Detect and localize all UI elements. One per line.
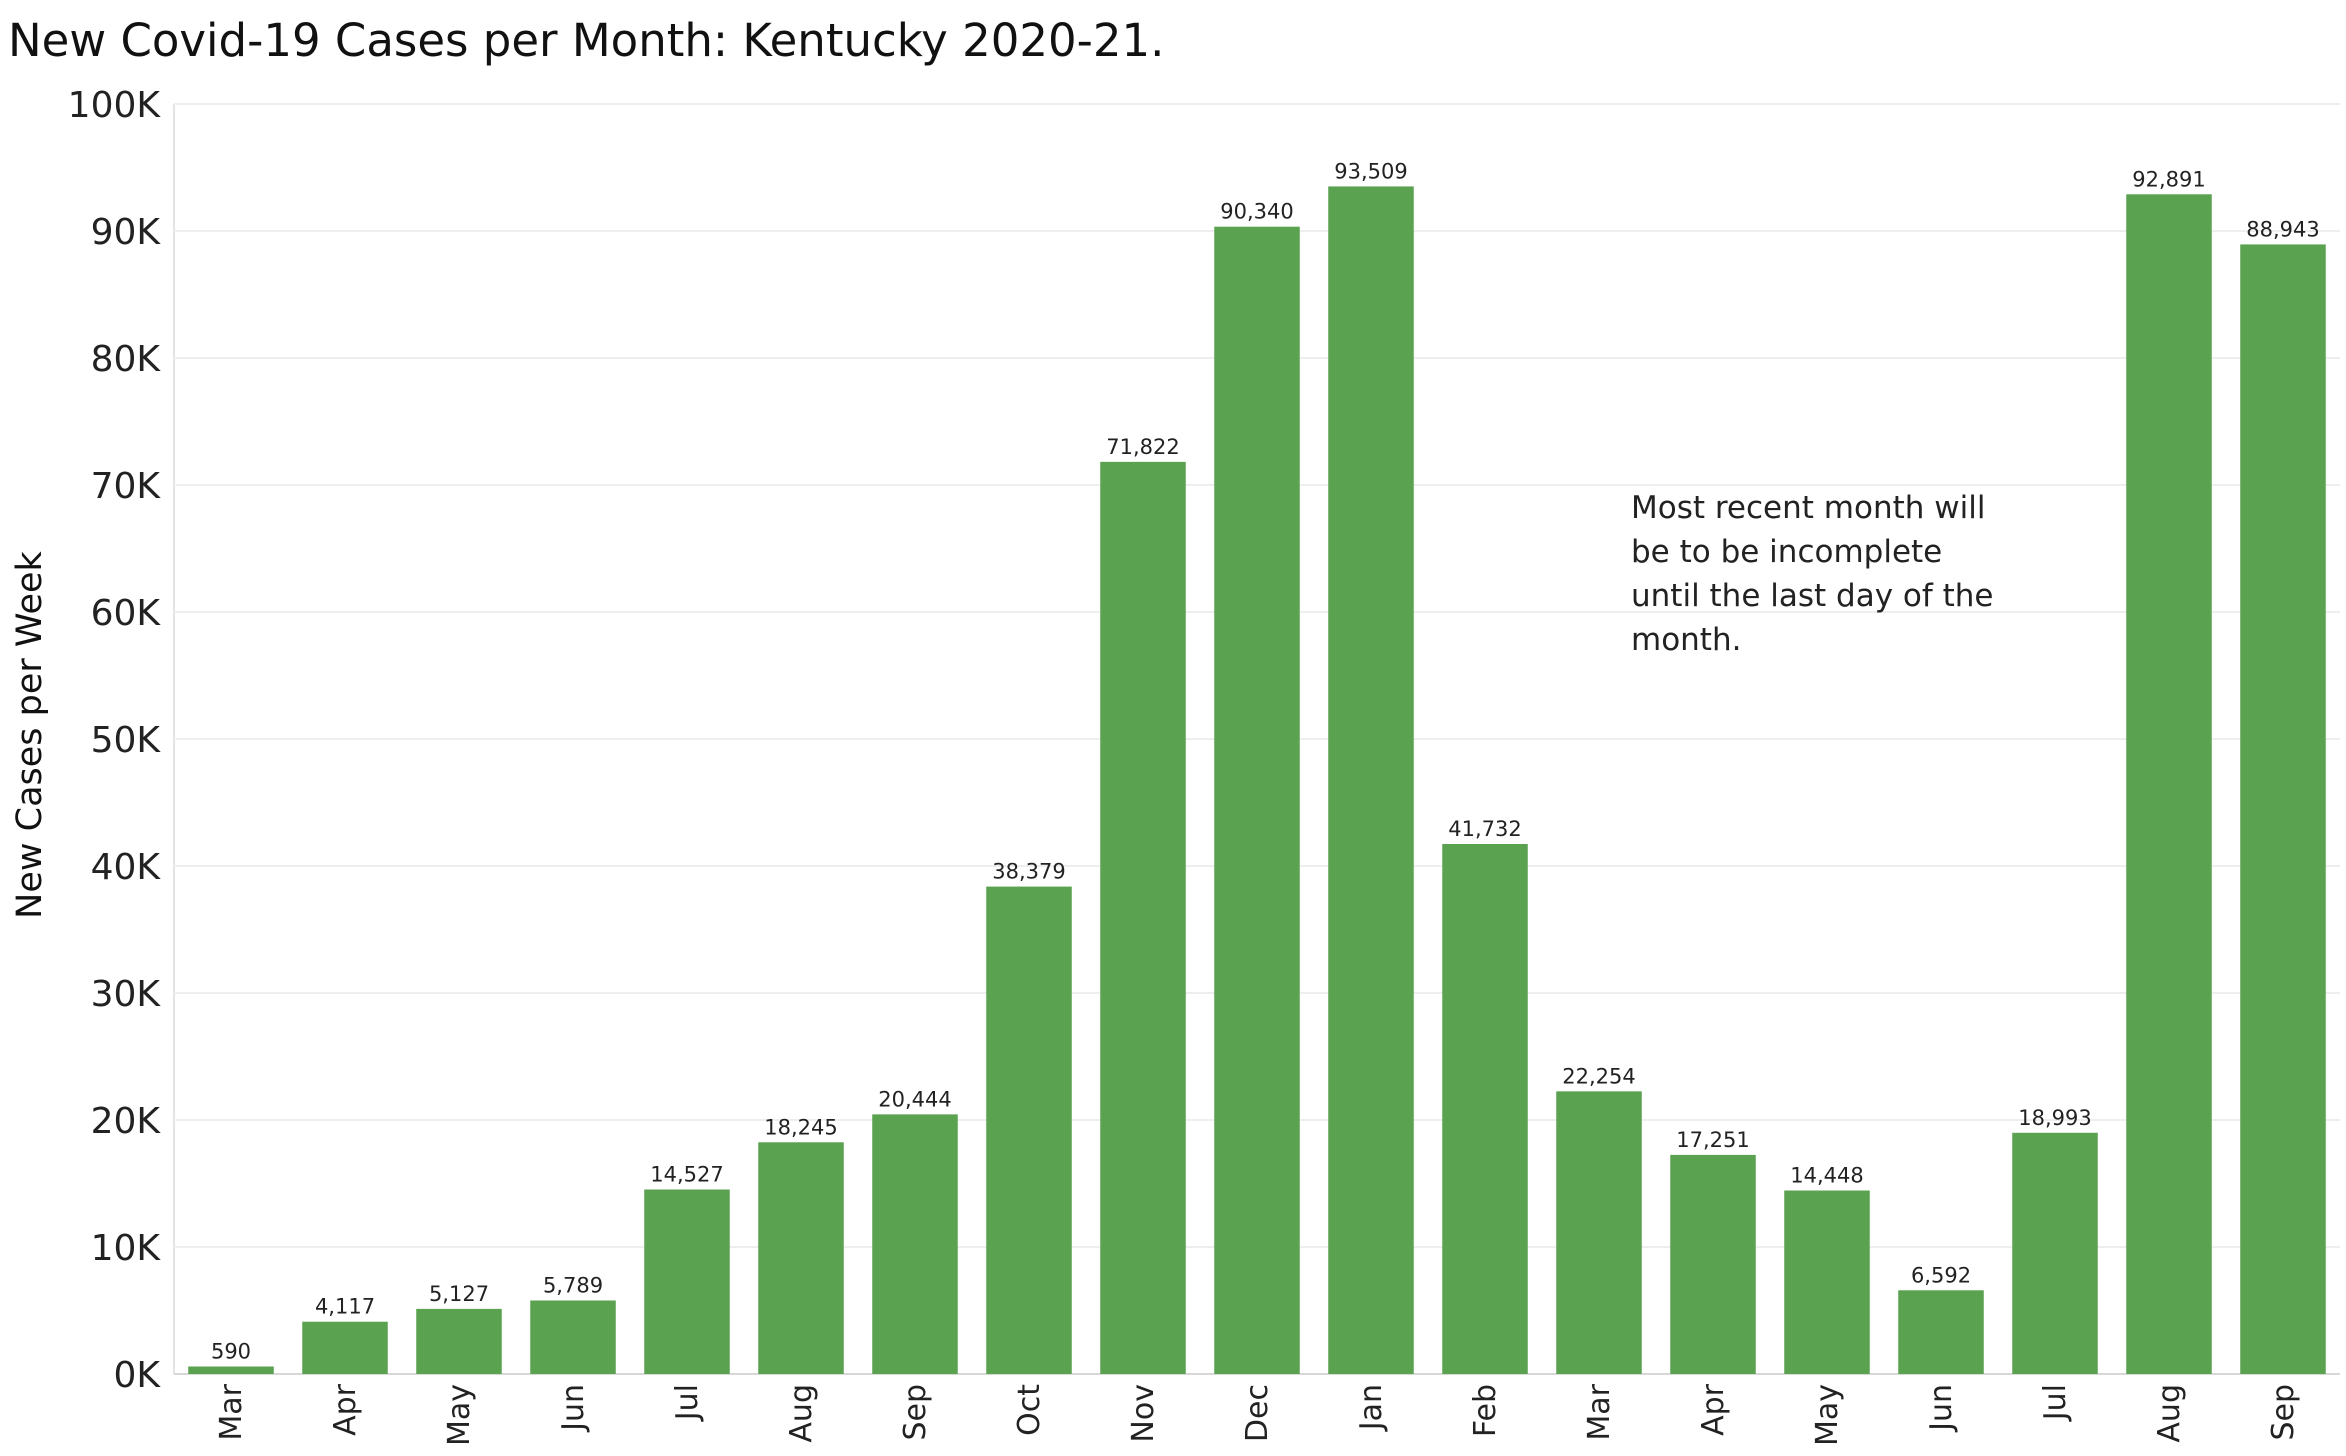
x-tick-label: Aug <box>2152 1384 2187 1443</box>
x-tick-label: Oct <box>1012 1384 1047 1436</box>
bar <box>1100 461 1186 1374</box>
y-axis: 0K 10K 20K 30K 40K 50K 60K 70K 80K 90K 100K <box>68 85 162 1396</box>
data-label: 38,379 <box>992 860 1065 884</box>
x-tick-label: Jun <box>556 1384 591 1433</box>
data-label: 17,251 <box>1676 1128 1749 1152</box>
x-tick-label: Apr <box>1696 1383 1731 1436</box>
x-tick-label: Apr <box>328 1383 363 1436</box>
y-tick-label: 30K <box>91 974 162 1015</box>
x-tick-label: Sep <box>2266 1384 2301 1441</box>
data-label: 6,592 <box>1911 1263 1971 1287</box>
data-label: 90,340 <box>1220 200 1293 224</box>
data-label: 18,993 <box>2018 1106 2091 1130</box>
y-tick-label: 50K <box>91 720 162 761</box>
bar <box>1214 226 1300 1374</box>
x-tick-label: Dec <box>1240 1384 1275 1442</box>
bar <box>2240 244 2326 1374</box>
data-label: 41,732 <box>1448 817 1521 841</box>
y-tick-label: 80K <box>91 339 162 380</box>
y-axis-label: New Cases per Week <box>10 550 50 918</box>
data-label: 5,127 <box>429 1282 489 1306</box>
data-label: 5,789 <box>543 1273 603 1297</box>
y-tick-label: 100K <box>68 85 162 126</box>
x-tick-label: Feb <box>1468 1384 1503 1437</box>
bar <box>644 1189 730 1374</box>
bar <box>188 1366 274 1374</box>
chart-title: New Covid-19 Cases per Month: Kentucky 2… <box>8 14 1165 67</box>
bar <box>1670 1154 1756 1374</box>
y-tick-label: 60K <box>91 593 162 634</box>
y-tick-label: 0K <box>113 1355 161 1396</box>
x-axis: Mar Apr May Jun Jul Aug Sep Oct Nov Dec Jan Feb Mar A… <box>214 1383 2301 1446</box>
annotation-note: Most recent month will be to be incomplet… <box>1631 490 1994 658</box>
x-tick-label: Jul <box>2038 1384 2073 1422</box>
bar <box>1898 1290 1984 1374</box>
bar <box>302 1321 388 1374</box>
annotation-line: month. <box>1631 622 1741 658</box>
annotation-line: until the last day of the <box>1631 578 1994 614</box>
bar <box>530 1300 616 1374</box>
y-tick-label: 40K <box>91 847 162 888</box>
data-label: 92,891 <box>2132 167 2205 191</box>
bar <box>2126 194 2212 1374</box>
data-label: 4,117 <box>315 1295 375 1319</box>
x-tick-label: Jul <box>670 1384 705 1422</box>
annotation-line: be to be incomplete <box>1631 534 1942 570</box>
bar <box>872 1114 958 1374</box>
x-tick-label: Jun <box>1924 1384 1959 1433</box>
y-tick-label: 70K <box>91 466 162 507</box>
bar <box>1784 1190 1870 1374</box>
data-label: 14,527 <box>650 1163 723 1187</box>
bar <box>416 1308 502 1374</box>
data-label: 22,254 <box>1562 1064 1635 1088</box>
bar <box>758 1142 844 1374</box>
bar <box>986 886 1072 1374</box>
annotation-line: Most recent month will <box>1631 490 1985 526</box>
bar <box>1328 186 1414 1375</box>
bar <box>1556 1091 1642 1374</box>
data-label: 71,822 <box>1106 435 1179 459</box>
data-label: 14,448 <box>1790 1164 1863 1188</box>
y-tick-label: 90K <box>91 212 162 253</box>
x-tick-label: May <box>442 1384 477 1446</box>
x-tick-label: May <box>1810 1384 1845 1446</box>
data-labels: 590 4,117 5,127 5,789 14,527 18,245 20,444 38,3… <box>211 159 2320 1363</box>
x-tick-label: Sep <box>898 1384 933 1441</box>
data-label: 93,509 <box>1334 159 1407 183</box>
x-tick-label: Aug <box>784 1384 819 1443</box>
x-tick-label: Mar <box>1582 1383 1617 1440</box>
data-label: 20,444 <box>878 1087 951 1111</box>
bar <box>2012 1132 2098 1374</box>
y-tick-label: 20K <box>91 1101 162 1142</box>
x-tick-label: Mar <box>214 1383 249 1440</box>
data-label: 590 <box>211 1340 251 1364</box>
x-tick-label: Nov <box>1126 1384 1161 1443</box>
y-tick-label: 10K <box>91 1228 162 1269</box>
data-label: 18,245 <box>764 1115 837 1139</box>
bar <box>1442 844 1528 1374</box>
data-label: 88,943 <box>2246 217 2319 241</box>
bars <box>188 186 2326 1375</box>
x-tick-label: Jan <box>1354 1384 1389 1432</box>
